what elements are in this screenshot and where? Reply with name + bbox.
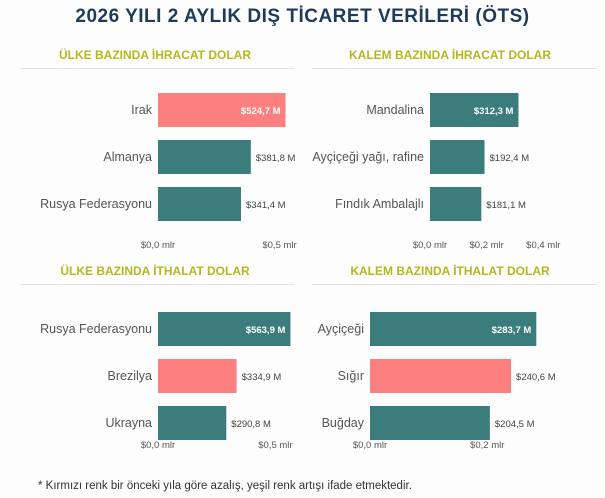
bar (370, 312, 537, 346)
divider (20, 68, 295, 69)
chart-item-export: Mandalina $312,3 M Ayçiçeği yağı, rafine $1… (312, 93, 560, 251)
category-label: Rusya Federasyonu (40, 322, 152, 336)
category-label: Buğday (322, 416, 365, 430)
data-label: $240,6 M (516, 372, 556, 383)
data-label: $381,8 M (256, 153, 296, 164)
data-label: $181,1 M (486, 200, 526, 211)
category-label: Mandalina (366, 103, 424, 117)
category-label: Irak (131, 103, 153, 117)
page-title: 2026 YILI 2 AYLIK DIŞ TİCARET VERİLERİ (… (75, 6, 530, 27)
bar (158, 359, 237, 393)
tick-label: $0,0 mlr (141, 240, 175, 251)
tick-label: $0,5 mlr (258, 440, 292, 451)
category-label: Brezilya (108, 369, 153, 383)
tick-label: $0,5 mlr (262, 240, 296, 251)
panel-title-country-export: ÜLKE BAZINDA İHRACAT DOLAR (59, 48, 251, 62)
divider (312, 68, 597, 69)
tick-label: $0,2 mlr (470, 240, 504, 251)
category-label: Rusya Federasyonu (40, 197, 152, 211)
data-label: $204,5 M (495, 419, 535, 430)
bar (430, 140, 485, 174)
footnote: * Kırmızı renk bir önceki yıla göre azal… (38, 480, 412, 492)
data-label: $334,9 M (242, 372, 282, 383)
data-label: $341,4 M (246, 200, 286, 211)
bar (158, 93, 286, 127)
data-label: $290,8 M (231, 419, 271, 430)
data-label: $283,7 M (492, 325, 532, 336)
bar (430, 93, 519, 127)
category-label: Fındık Ambalajlı (335, 197, 424, 211)
bar (158, 312, 291, 346)
bar (158, 187, 241, 221)
chart-country-import: Rusya Federasyonu $563,9 M Brezilya $334,9 … (40, 312, 293, 451)
tick-label: $0,0 mlr (353, 440, 387, 451)
chart-item-import: Ayçiçeği $283,7 M Sığır $240,6 M Buğday $204,… (318, 312, 556, 451)
divider (20, 284, 295, 285)
bar (430, 187, 482, 221)
panel-title-item-import: KALEM BAZINDA İTHALAT DOLAR (350, 264, 550, 278)
data-label: $524,7 M (241, 106, 281, 117)
bar (158, 140, 251, 174)
data-label: $312,3 M (474, 106, 514, 117)
tick-label: $0,2 mlr (470, 440, 504, 451)
tick-label: $0,0 mlr (413, 240, 447, 251)
category-label: Ukrayna (105, 416, 152, 430)
category-label: Sığır (338, 369, 364, 383)
data-label: $192,4 M (490, 153, 530, 164)
panel-title-country-import: ÜLKE BAZINDA İTHALAT DOLAR (60, 264, 250, 278)
category-label: Almanya (103, 150, 152, 164)
panel-title-item-export: KALEM BAZINDA İHRACAT DOLAR (349, 48, 551, 62)
chart-country-export: Irak $524,7 M Almanya $381,8 M Rusya Federas… (40, 93, 297, 251)
bar (158, 406, 227, 440)
data-label: $563,9 M (246, 325, 286, 336)
bar (370, 359, 512, 393)
tick-label: $0,0 mlr (141, 440, 175, 451)
tick-label: $0,4 mlr (526, 240, 560, 251)
divider (312, 284, 597, 285)
category-label: Ayçiçeği yağı, rafine (312, 150, 424, 164)
bar (370, 406, 490, 440)
category-label: Ayçiçeği (318, 322, 364, 336)
